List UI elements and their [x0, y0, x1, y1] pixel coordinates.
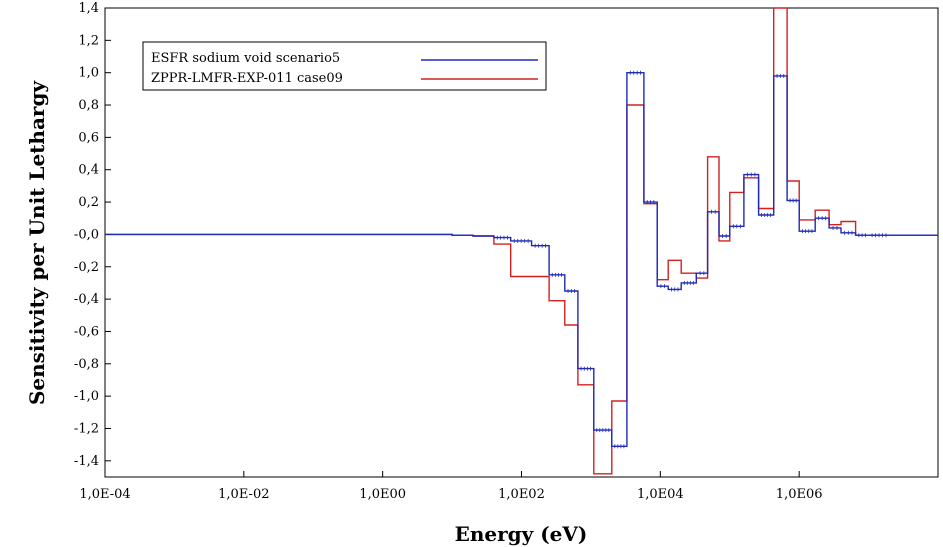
- x-tick-label: 1,0E02: [498, 487, 545, 502]
- x-tick-label: 1,0E-02: [218, 487, 269, 502]
- y-tick-label: -0,6: [74, 324, 99, 339]
- y-tick-label: -1,4: [74, 454, 99, 469]
- series-layer: [105, 7, 938, 475]
- legend-box: [142, 41, 547, 91]
- y-tick-label: -1,2: [74, 421, 99, 436]
- y-axis-title: Sensitivity per Unit Lethargy: [25, 80, 49, 405]
- legend-label-series-1: ESFR sodium void scenario5: [151, 51, 340, 66]
- x-axis-title: Energy (eV): [455, 522, 588, 546]
- x-tick-label: 1,0E04: [637, 487, 684, 502]
- y-tick-label: 1,2: [78, 33, 99, 48]
- y-tick-label: 0,8: [78, 98, 99, 113]
- y-tick-label: 0,6: [78, 130, 99, 145]
- y-tick-label: -0,2: [74, 260, 99, 275]
- y-tick-label: 1,0: [78, 66, 99, 81]
- y-tick-label: -0,4: [74, 292, 99, 307]
- x-tick-label: 1,0E-04: [79, 487, 130, 502]
- y-tick-label: -0,0: [74, 227, 99, 242]
- y-tick-label: 1,4: [78, 1, 99, 16]
- series-line-1: [105, 72, 938, 447]
- series-line-2: [105, 7, 938, 475]
- y-tick-label: 0,4: [78, 163, 99, 178]
- y-tick-label: -1,0: [74, 389, 99, 404]
- legend-label-series-2: ZPPR-LMFR-EXP-011 case09: [151, 71, 343, 86]
- y-axis: 1,4 1,2 1,0 0,8 0,6 0,4 0,2 -0,0 -0,2 -0,4 -0,6 -0,…: [74, 1, 111, 469]
- y-tick-label: -0,8: [74, 357, 99, 372]
- x-tick-label: 1,0E00: [359, 487, 406, 502]
- x-tick-label: 1,0E06: [776, 487, 823, 502]
- legend: ESFR sodium void scenario5 ZPPR-LMFR-EXP…: [142, 41, 547, 91]
- y-tick-label: 0,2: [78, 195, 99, 210]
- x-axis: 1,0E-04 1,0E-02 1,0E00 1,0E02 1,0E04 1,0E06: [79, 471, 823, 502]
